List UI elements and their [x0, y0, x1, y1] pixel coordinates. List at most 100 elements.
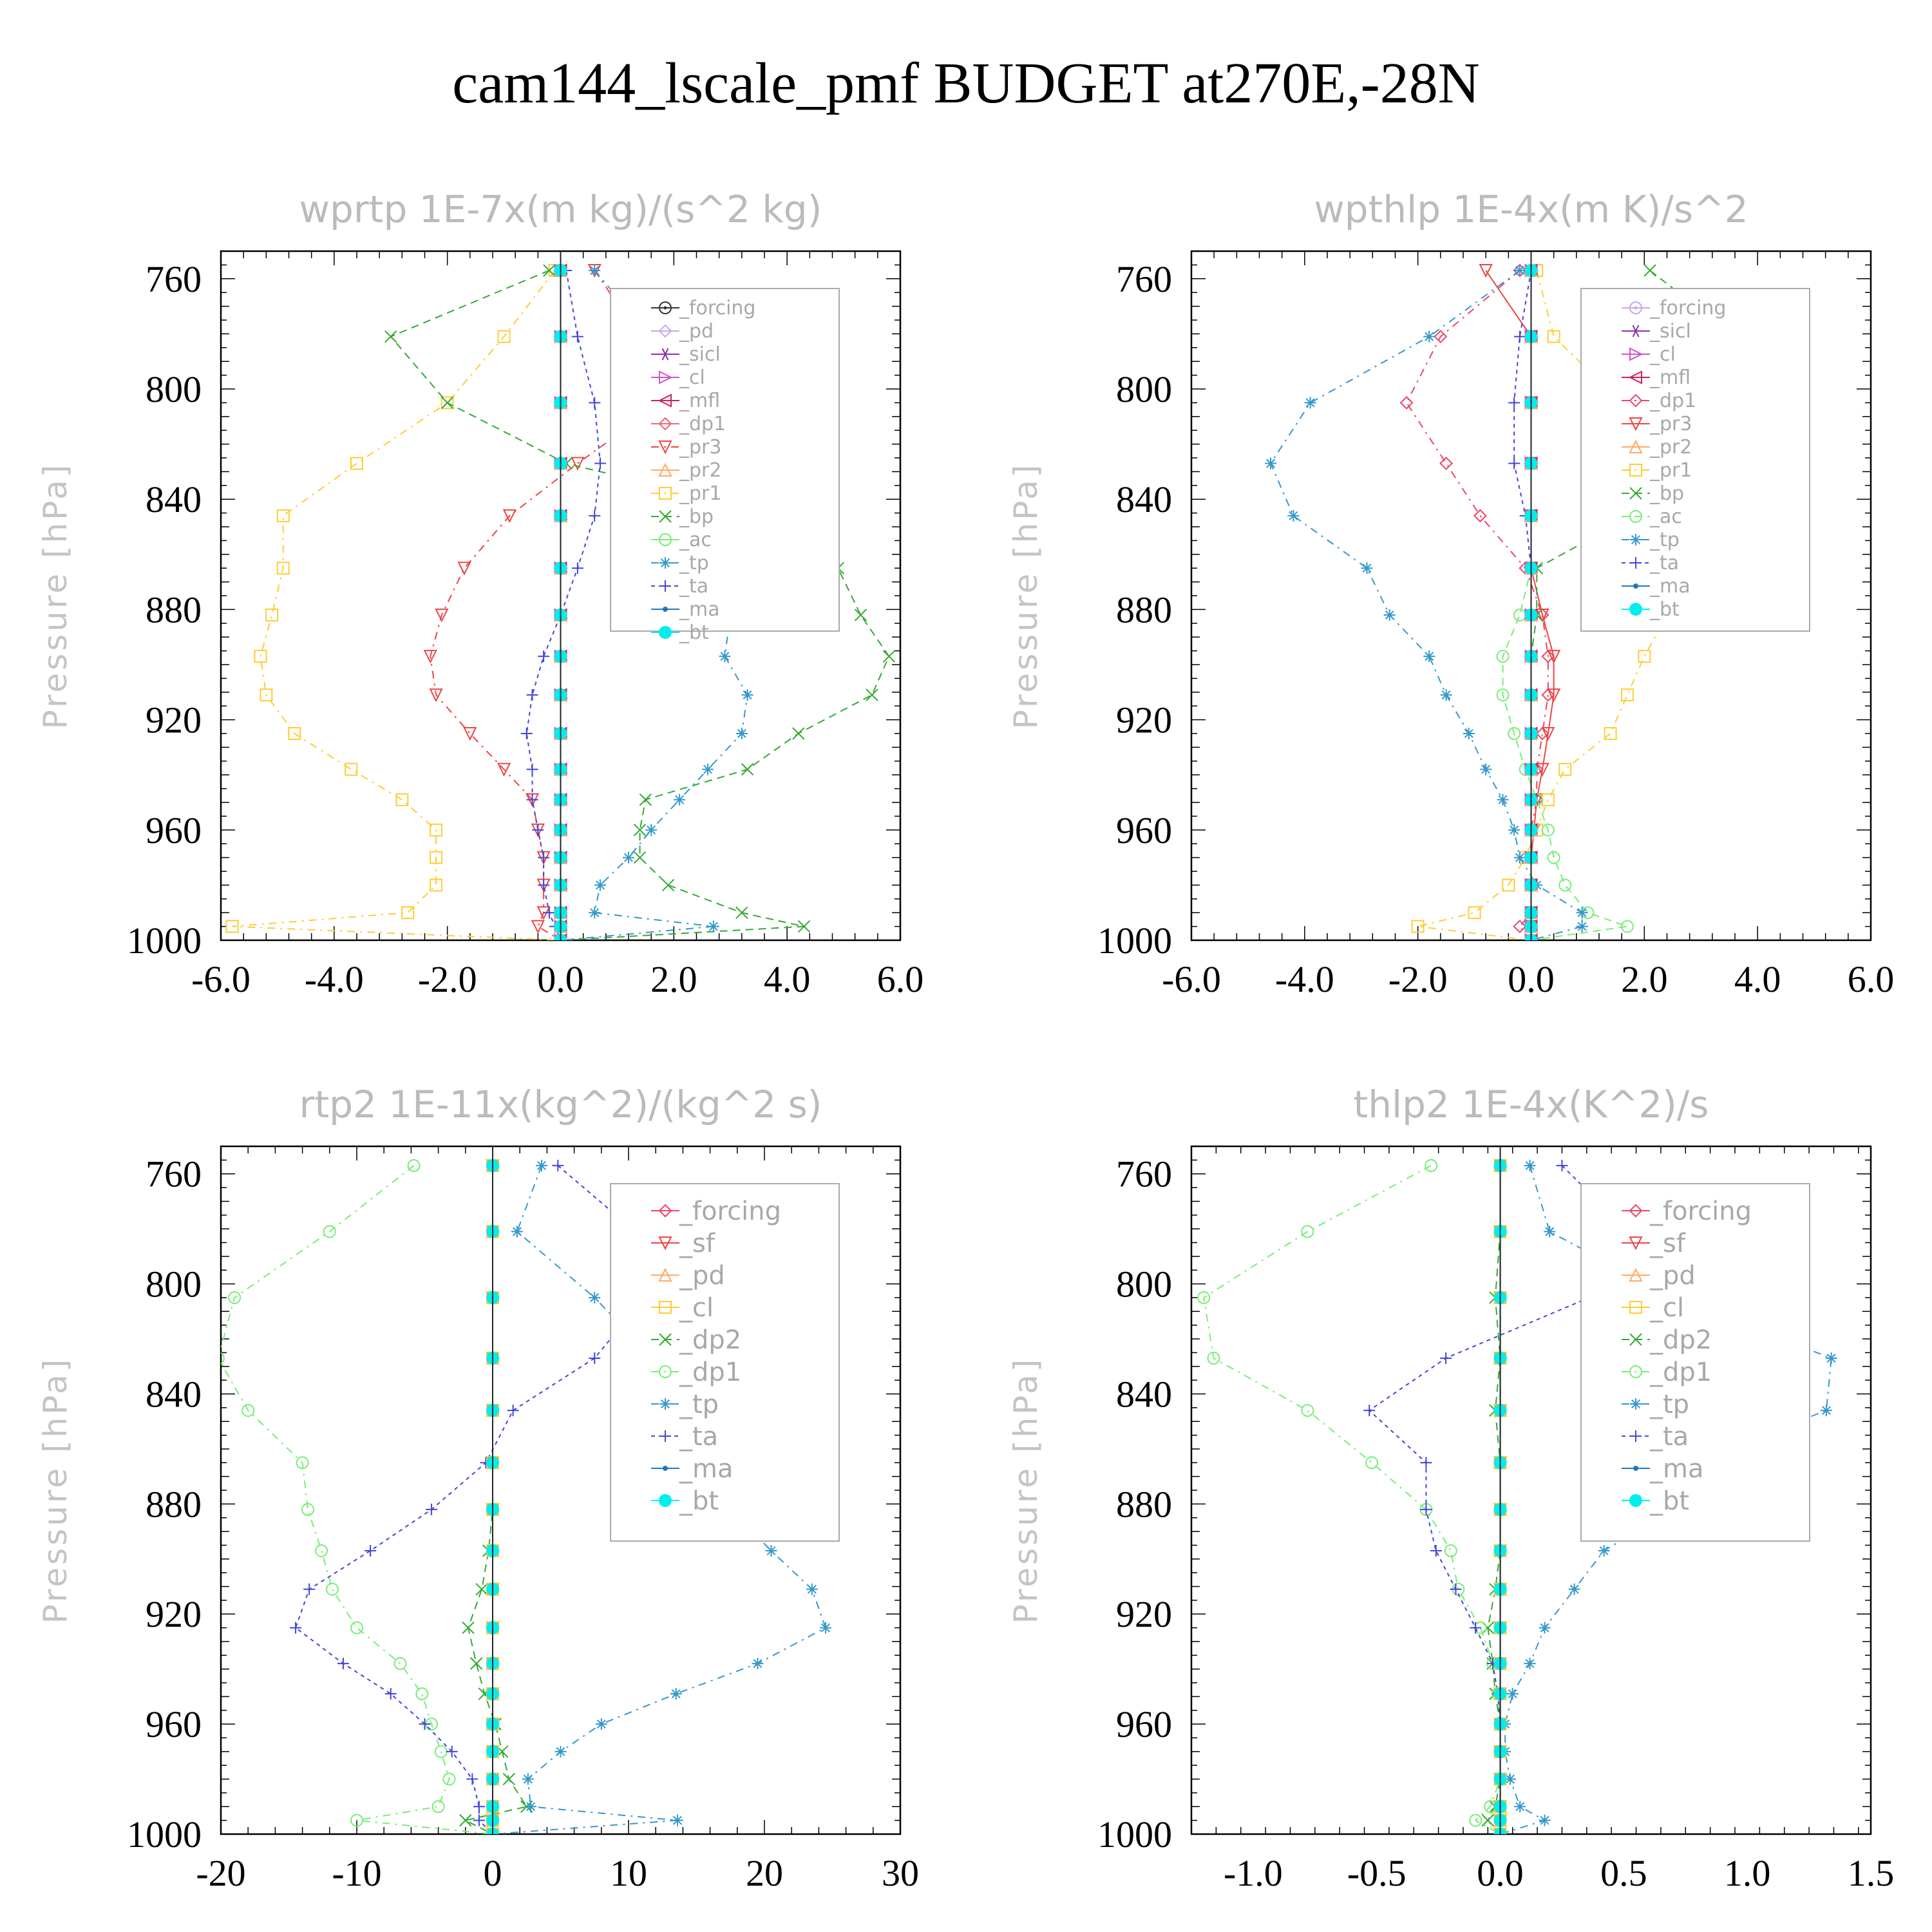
- data-point: [1576, 920, 1588, 933]
- data-point: [1513, 608, 1526, 621]
- legend-label: _pr1: [679, 482, 721, 505]
- data-point: [589, 509, 601, 522]
- x-tick-label: 30: [882, 1852, 919, 1894]
- data-point: [1434, 330, 1448, 344]
- data-point: [260, 688, 273, 702]
- data-point: [288, 727, 301, 740]
- legend-marker: [659, 1430, 671, 1442]
- data-point: [1513, 851, 1526, 864]
- legend: [610, 288, 840, 632]
- data-point: [426, 1503, 438, 1515]
- legend-marker: [659, 301, 672, 314]
- data-point: [419, 1718, 431, 1730]
- data-point: [276, 562, 290, 575]
- data-point: [435, 608, 449, 623]
- data-point: [526, 763, 538, 775]
- x-tick-label: 1.0: [1724, 1852, 1771, 1894]
- legend-marker: [658, 393, 672, 408]
- data-point: [752, 1658, 764, 1670]
- series-line-tp: [560, 270, 748, 940]
- data-point: [1444, 1544, 1457, 1557]
- data-point: [430, 878, 443, 892]
- data-point: [1197, 1291, 1211, 1304]
- x-tick-label: 20: [746, 1852, 783, 1894]
- data-point: [538, 879, 550, 891]
- data-point: [326, 1582, 339, 1596]
- y-tick-label: 1000: [1097, 1814, 1172, 1855]
- data-point: [1513, 920, 1527, 934]
- legend-marker: [1629, 510, 1642, 523]
- x-tick-label: -20: [196, 1852, 245, 1894]
- legend-label: _tp: [1649, 1390, 1689, 1419]
- y-tick-label: 880: [146, 1483, 202, 1525]
- data-point: [345, 762, 358, 776]
- data-point: [1541, 727, 1555, 741]
- data-point: [1502, 878, 1515, 892]
- data-point: [228, 1291, 242, 1304]
- data-point: [463, 727, 477, 741]
- x-tick-label: 2.0: [1621, 958, 1668, 1000]
- data-point: [1535, 762, 1549, 777]
- legend-label: _dp1: [679, 413, 726, 435]
- series-line-ta: [1368, 1165, 1630, 1834]
- data-point: [1508, 824, 1520, 836]
- data-point: [1643, 264, 1656, 277]
- data-point: [1544, 1226, 1556, 1238]
- y-tick-label: 840: [146, 478, 202, 520]
- data-point: [1440, 1352, 1452, 1364]
- y-tick-label: 880: [146, 589, 202, 630]
- legend-label: _forcing: [1649, 1197, 1752, 1226]
- data-point: [337, 1658, 349, 1670]
- data-point: [594, 879, 607, 891]
- legend-marker: [659, 348, 671, 361]
- legend-label: _bt: [1649, 1486, 1689, 1516]
- data-point: [543, 907, 555, 919]
- data-point: [1496, 650, 1510, 663]
- data-point: [1363, 1405, 1376, 1417]
- y-tick-label: 760: [1116, 1153, 1172, 1195]
- legend-marker: [658, 440, 672, 455]
- x-tick-label: -1.0: [1224, 1852, 1283, 1894]
- legend-marker: [658, 417, 672, 431]
- legend-marker: [663, 607, 668, 612]
- data-point: [365, 1544, 377, 1557]
- legend-marker: [1629, 464, 1642, 477]
- legend-label: _sicl: [1649, 320, 1691, 343]
- legend-label: _bp: [1649, 482, 1684, 505]
- series-line-dp2: [463, 1165, 528, 1834]
- data-point: [1207, 1351, 1220, 1365]
- data-point: [442, 1772, 456, 1786]
- legend-label: _ac: [1649, 506, 1682, 528]
- legend-marker: [1629, 417, 1643, 431]
- data-point: [415, 1687, 429, 1701]
- legend-label: _pd: [1649, 1261, 1696, 1291]
- data-point: [633, 824, 647, 837]
- legend-marker: [659, 1365, 672, 1378]
- data-point: [1524, 1658, 1536, 1670]
- data-point: [797, 920, 811, 933]
- data-point: [595, 1718, 607, 1730]
- y-tick-label: 880: [1116, 589, 1172, 630]
- data-point: [735, 728, 748, 739]
- data-point: [1598, 1544, 1610, 1557]
- data-point: [507, 1405, 519, 1417]
- data-point: [532, 824, 544, 836]
- legend-label: _tp: [1649, 529, 1680, 551]
- data-point: [1497, 793, 1509, 806]
- data-point: [741, 689, 753, 701]
- data-point: [301, 1502, 315, 1516]
- data-point: [1496, 688, 1510, 702]
- legend-label: _dp2: [1649, 1325, 1712, 1355]
- data-point: [522, 1773, 534, 1785]
- data-point: [1508, 457, 1520, 469]
- legend-marker: [1629, 1267, 1643, 1282]
- data-point: [520, 728, 533, 739]
- y-tick-label: 1000: [127, 1814, 202, 1855]
- data-point: [1820, 1405, 1832, 1417]
- data-point: [502, 509, 516, 524]
- x-tick-label: -10: [332, 1852, 381, 1894]
- series-line-dp1: [1203, 1165, 1501, 1834]
- series-line-pr3: [1485, 270, 1555, 940]
- data-point: [1524, 1159, 1536, 1171]
